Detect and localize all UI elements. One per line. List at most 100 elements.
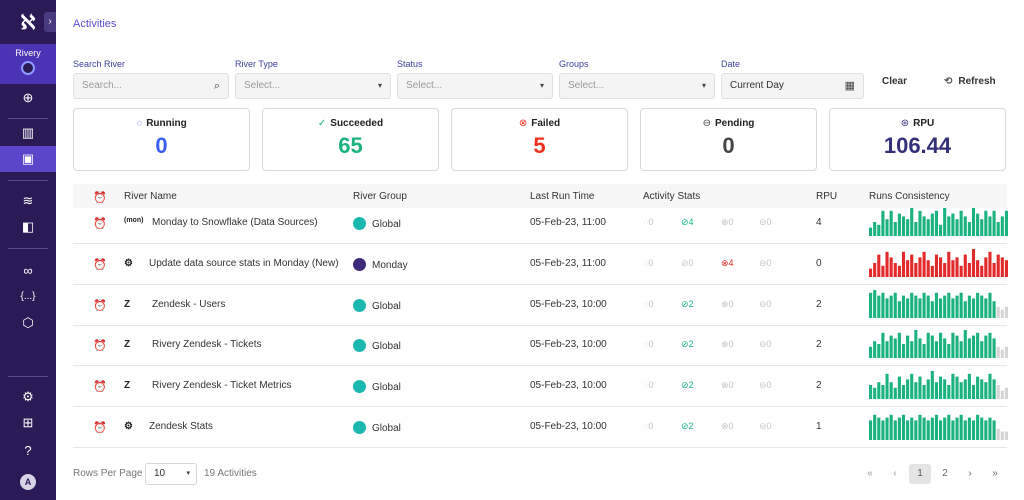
river-name[interactable]: Monday to Snowflake (Data Sources) — [152, 217, 318, 228]
account-switcher[interactable]: Rivery — [0, 44, 56, 84]
pending-status-icon: ⊖ — [759, 299, 767, 309]
alarm-icon[interactable]: ⏰ — [93, 218, 107, 230]
pending-status-icon: ⊖ — [759, 258, 767, 268]
stat-value: 5 — [533, 133, 546, 158]
river-name[interactable]: Zendesk - Users — [152, 299, 226, 310]
stat-card-succeeded[interactable]: ✓ Succeeded 65 — [262, 108, 439, 171]
page-2-button[interactable]: 2 — [942, 468, 948, 479]
succeeded-count: ⊘2 — [681, 421, 694, 432]
rivery-logo[interactable]: ℵ — [20, 12, 36, 34]
alarm-icon[interactable]: ⏰ — [93, 381, 107, 393]
succeeded-value: 0 — [688, 258, 694, 268]
failed-count: ⊗0 — [721, 339, 734, 350]
succeeded-count: ⊘2 — [681, 380, 694, 391]
consistency-bar — [914, 222, 918, 236]
running-value: 0 — [648, 421, 654, 431]
river-name[interactable]: Rivery Zendesk - Ticket Metrics — [152, 380, 292, 391]
river-name[interactable]: Update data source stats in Monday (New) — [149, 258, 339, 269]
stat-card-pending[interactable]: ⊖ Pending 0 — [640, 108, 817, 171]
runs-consistency-chart — [869, 290, 1008, 318]
consistency-bar — [877, 295, 881, 318]
add-icon[interactable]: ⊕ — [22, 90, 34, 105]
first-page-button[interactable]: « — [867, 468, 873, 479]
last-page-button[interactable]: » — [992, 468, 998, 479]
activities-icon[interactable]: ▣ — [0, 146, 56, 172]
consistency-bar — [976, 332, 980, 358]
pending-value: 0 — [766, 339, 772, 349]
consistency-bar — [901, 295, 906, 318]
consistency-bar — [984, 335, 988, 358]
search-input[interactable]: Search... ⌕ — [73, 73, 229, 99]
consistency-bar — [918, 414, 922, 440]
help-icon[interactable]: ? — [24, 443, 32, 458]
refresh-button[interactable]: ⟲ Refresh — [944, 76, 996, 87]
river-name[interactable]: Rivery Zendesk - Tickets — [152, 339, 262, 350]
chevron-down-icon: ▾ — [539, 81, 544, 90]
consistency-bar — [980, 379, 984, 399]
alarm-icon[interactable]: ⏰ — [93, 422, 107, 434]
sidebar-divider — [8, 118, 48, 119]
running-status-icon: ◌ — [643, 380, 649, 390]
alarm-icon[interactable]: ⏰ — [93, 340, 107, 352]
clear-button[interactable]: Clear — [882, 76, 908, 87]
settings-icon[interactable]: ⚙ — [22, 389, 34, 404]
column-header-last-run[interactable]: Last Run Time — [530, 191, 595, 202]
succeeded-count: ⊘0 — [681, 258, 694, 269]
consistency-bar — [971, 208, 976, 236]
status-select[interactable]: Select... ▾ — [397, 73, 553, 99]
pending-icon: ⊖ — [702, 118, 711, 129]
prev-page-button[interactable]: ‹ — [893, 468, 897, 479]
table-row[interactable]: ⏰ (mon) Monday to Snowflake (Data Sources)… — [73, 204, 1008, 244]
zendesk-icon: Z — [124, 380, 131, 391]
date-picker[interactable]: Current Day ▦ — [721, 73, 864, 99]
avatar[interactable]: A — [20, 474, 36, 490]
alarm-icon[interactable]: ⏰ — [93, 259, 107, 271]
table-row[interactable]: ⏰ Z Rivery Zendesk - Tickets Global 05-Feb-2… — [73, 326, 1008, 366]
group-icon — [353, 217, 366, 230]
groups-select[interactable]: Select... ▾ — [559, 73, 715, 99]
consistency-bar — [988, 332, 992, 358]
gift-icon[interactable]: ⊞ — [22, 415, 34, 430]
consistency-bar — [992, 301, 996, 318]
table-row[interactable]: ⏰ ⚙ Update data source stats in Monday (Ne… — [73, 245, 1008, 285]
stat-card-failed[interactable]: ⊗ Failed 5 — [451, 108, 628, 171]
column-header-rpu[interactable]: RPU — [816, 191, 838, 202]
table-row[interactable]: ⏰ ⚙ Zendesk Stats Global 05-Feb-23, 10:00 ◌0 ⊘… — [73, 408, 1008, 448]
alarm-icon[interactable]: ⏰ — [93, 300, 107, 312]
consistency-bar — [926, 260, 930, 277]
consistency-bar — [947, 344, 951, 358]
consistency-bar — [980, 417, 984, 440]
chart-icon[interactable]: ▥ — [21, 125, 35, 140]
table-row[interactable]: ⏰ Z Rivery Zendesk - Ticket Metrics Global 0… — [73, 367, 1008, 407]
rows-per-page-select[interactable]: 10 ▾ — [145, 463, 197, 485]
consistency-bar — [963, 330, 967, 358]
consistency-bar — [1000, 216, 1004, 236]
consistency-bar — [1000, 257, 1004, 277]
river-type-select[interactable]: Select... ▾ — [235, 73, 391, 99]
chevron-down-icon: ▾ — [186, 470, 190, 477]
column-header-river-name[interactable]: River Name — [124, 191, 177, 202]
column-header-river-group[interactable]: River Group — [353, 191, 407, 202]
column-header-runs-consistency: Runs Consistency — [869, 191, 950, 202]
groups-placeholder: Select... — [568, 80, 605, 91]
succeeded-value: 2 — [688, 299, 694, 309]
page-1-button[interactable]: 1 — [909, 464, 931, 484]
sidebar-expand-button[interactable]: › — [44, 12, 56, 32]
variables-icon[interactable]: {...} — [20, 291, 36, 302]
next-page-button[interactable]: › — [968, 468, 972, 479]
last-run-time: 05-Feb-23, 11:00 — [530, 217, 606, 228]
cube-icon[interactable]: ⬡ — [22, 315, 34, 330]
rivers-icon[interactable]: ≋ — [22, 193, 34, 208]
running-count: ◌0 — [643, 380, 653, 390]
consistency-bar — [980, 295, 984, 318]
running-status-icon: ◌ — [643, 421, 649, 431]
zendesk-icon: Z — [124, 299, 131, 310]
river-name[interactable]: Zendesk Stats — [149, 421, 213, 432]
link-icon[interactable]: ∞ — [23, 263, 33, 278]
briefcase-icon[interactable]: ◧ — [21, 219, 35, 234]
stat-card-running[interactable]: ◌ Running 0 — [73, 108, 250, 171]
consistency-bar — [885, 219, 889, 236]
consistency-bar — [963, 379, 967, 399]
consistency-bar — [947, 292, 951, 318]
table-row[interactable]: ⏰ Z Zendesk - Users Global 05-Feb-23, 10:00 ◌… — [73, 286, 1008, 326]
